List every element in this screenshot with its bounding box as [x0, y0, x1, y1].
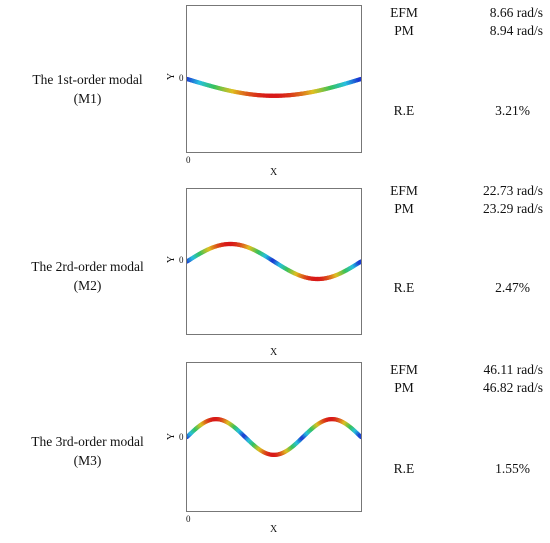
mode-label-1: The 1st-order modal (M1)	[0, 70, 175, 108]
x-axis-label: X	[270, 524, 278, 535]
y-axis-label: Y	[166, 72, 178, 81]
y-zero-label: 0	[179, 73, 184, 83]
re-value: 3.21%	[495, 103, 530, 118]
mode-code: (M2)	[73, 278, 102, 293]
y-zero-label: 0	[179, 255, 184, 265]
mode-shape-segment	[357, 259, 361, 265]
efm-value: 8.66 rad/s	[489, 5, 543, 20]
pm-label: PM	[394, 380, 414, 395]
mode-label-2: The 2rd-order modal (M2)	[0, 257, 175, 295]
efm-label: EFM	[390, 183, 418, 198]
x-axis-label: X	[270, 347, 278, 358]
pm-value: 23.29 rad/s	[483, 201, 543, 216]
x-zero-label: 0	[186, 155, 191, 165]
mode-shape-2	[187, 241, 361, 282]
mode-row-2: The 2rd-order modal (M2) Y 0 X EFM 22.73…	[0, 181, 550, 361]
re-label: R.E	[393, 461, 415, 476]
mode-label-3: The 3rd-order modal (M3)	[0, 432, 175, 470]
x-axis-label: X	[270, 167, 278, 178]
pm-value: 8.94 rad/s	[489, 23, 543, 38]
y-zero-label: 0	[179, 432, 184, 442]
efm-value: 46.11 rad/s	[483, 362, 544, 377]
mode-plot-2	[186, 188, 362, 335]
mode-row-3: The 3rd-order modal (M3) Y 0 0 X EFM 46.…	[0, 362, 550, 543]
mode-plot-1	[186, 5, 362, 153]
y-axis-label: Y	[166, 255, 178, 264]
efm-label: EFM	[390, 5, 418, 20]
mode-title: The 2rd-order modal	[31, 259, 144, 274]
y-axis-label: Y	[166, 432, 178, 441]
efm-label: EFM	[390, 362, 418, 377]
pm-label: PM	[394, 201, 414, 216]
efm-value: 22.73 rad/s	[483, 183, 543, 198]
mode-title: The 3rd-order modal	[31, 434, 144, 449]
re-label: R.E	[393, 103, 415, 118]
mode-row-1: The 1st-order modal (M1) Y 0 0 X EFM 8.6…	[0, 0, 550, 180]
mode-plot-3	[186, 362, 362, 512]
re-value: 1.55%	[495, 461, 530, 476]
mode-shape-segment	[357, 433, 361, 440]
mode-title: The 1st-order modal	[32, 72, 143, 87]
mode-shape-3	[187, 417, 361, 457]
x-zero-label: 0	[186, 514, 191, 524]
pm-value: 46.82 rad/s	[483, 380, 543, 395]
pm-label: PM	[394, 23, 414, 38]
re-label: R.E	[393, 280, 415, 295]
mode-shape-1	[187, 76, 361, 98]
mode-code: (M3)	[73, 453, 102, 468]
re-value: 2.47%	[495, 280, 530, 295]
mode-code: (M1)	[73, 91, 102, 106]
